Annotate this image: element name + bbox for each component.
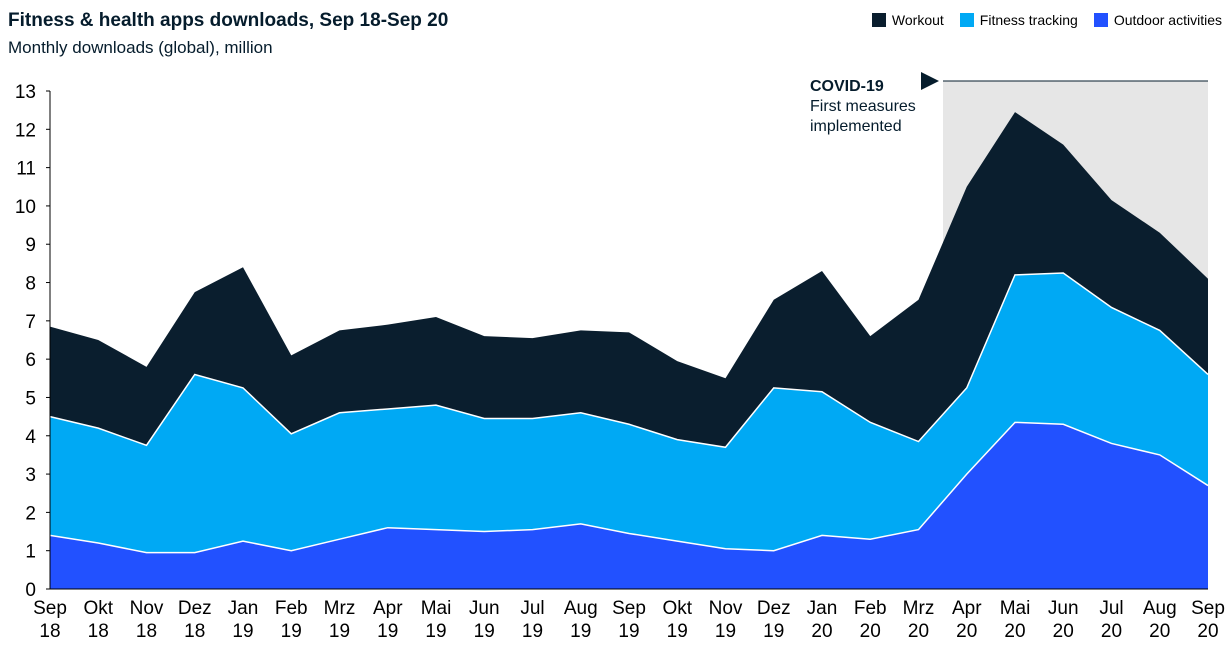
x-tick-label: Mai 20 bbox=[999, 598, 1031, 642]
x-tick-label: Dez 19 bbox=[756, 598, 791, 642]
y-tick-label: 8 bbox=[25, 274, 36, 295]
x-tick-label: Aug 19 bbox=[563, 598, 598, 642]
legend-label: Fitness tracking bbox=[979, 12, 1078, 28]
y-tick-label: 9 bbox=[25, 235, 36, 256]
legend-swatch bbox=[1093, 13, 1108, 27]
legend-swatch bbox=[871, 13, 886, 27]
y-tick-label: 2 bbox=[25, 503, 36, 524]
x-tick-label: Nov 19 bbox=[708, 598, 743, 642]
x-tick-label: Mai 19 bbox=[420, 598, 452, 642]
x-tick-label: Feb 20 bbox=[853, 598, 887, 642]
x-tick-label: Apr 19 bbox=[372, 598, 403, 642]
y-tick-label: 0 bbox=[25, 580, 36, 601]
x-tick-label: Jul 19 bbox=[520, 598, 545, 642]
x-tick-label: Jun 19 bbox=[468, 598, 500, 642]
y-tick-label: 5 bbox=[25, 388, 36, 409]
legend-label: Outdoor activities bbox=[1113, 12, 1222, 28]
area bbox=[50, 112, 1208, 448]
x-tick-label: Dez 18 bbox=[177, 598, 212, 642]
x-tick-label: Apr 20 bbox=[951, 598, 982, 642]
annotation: COVID-19 First measures implemented bbox=[810, 77, 916, 137]
area-edge bbox=[49, 272, 1209, 449]
x-tick-label: Sep 18 bbox=[33, 598, 67, 642]
y-tick-label: 1 bbox=[25, 542, 36, 563]
x-tick-label: Jan 19 bbox=[227, 598, 259, 642]
y-tick-label: 10 bbox=[15, 197, 36, 218]
legend-item: Workout bbox=[871, 12, 944, 28]
chart-subtitle: Monthly downloads (global), million bbox=[8, 38, 273, 57]
area bbox=[50, 422, 1208, 589]
annotation-line: First measures bbox=[810, 98, 916, 115]
area-edge bbox=[49, 421, 1209, 554]
legend-item: Fitness tracking bbox=[959, 12, 1078, 28]
x-tick-label: Jan 20 bbox=[806, 598, 838, 642]
chart-title: Fitness & health apps downloads, Sep 18-… bbox=[8, 10, 449, 31]
x-tick-label: Nov 18 bbox=[129, 598, 164, 642]
y-tick-label: 3 bbox=[25, 465, 36, 486]
legend-label: Workout bbox=[891, 12, 944, 28]
y-tick-label: 6 bbox=[25, 350, 36, 371]
x-tick-label: Okt 19 bbox=[662, 598, 693, 642]
x-tick-label: Sep 19 bbox=[612, 598, 646, 642]
x-tick-label: Okt 18 bbox=[83, 598, 114, 642]
area bbox=[50, 272, 1208, 553]
x-tick-label: Mrz 19 bbox=[323, 598, 356, 642]
x-tick-label: Jun 20 bbox=[1047, 598, 1079, 642]
x-tick-label: Aug 20 bbox=[1142, 598, 1177, 642]
y-tick-label: 4 bbox=[25, 427, 36, 448]
legend-item: Outdoor activities bbox=[1093, 12, 1222, 28]
covid-arrow bbox=[921, 72, 939, 90]
x-tick-label: Mrz 20 bbox=[902, 598, 935, 642]
y-tick-label: 11 bbox=[16, 159, 36, 180]
y-tick-label: 7 bbox=[25, 312, 36, 333]
y-tick-label: 12 bbox=[15, 120, 36, 141]
x-tick-label: Feb 19 bbox=[274, 598, 308, 642]
annotation-line: implemented bbox=[810, 118, 902, 135]
x-tick-label: Jul 20 bbox=[1099, 598, 1124, 642]
x-tick-label: Sep 20 bbox=[1191, 598, 1225, 642]
y-tick-label: 13 bbox=[15, 82, 36, 103]
legend: Workout Fitness tracking Outdoor activitie… bbox=[871, 12, 1222, 28]
legend-swatch bbox=[959, 13, 974, 27]
annotation-title: COVID-19 bbox=[810, 78, 884, 95]
